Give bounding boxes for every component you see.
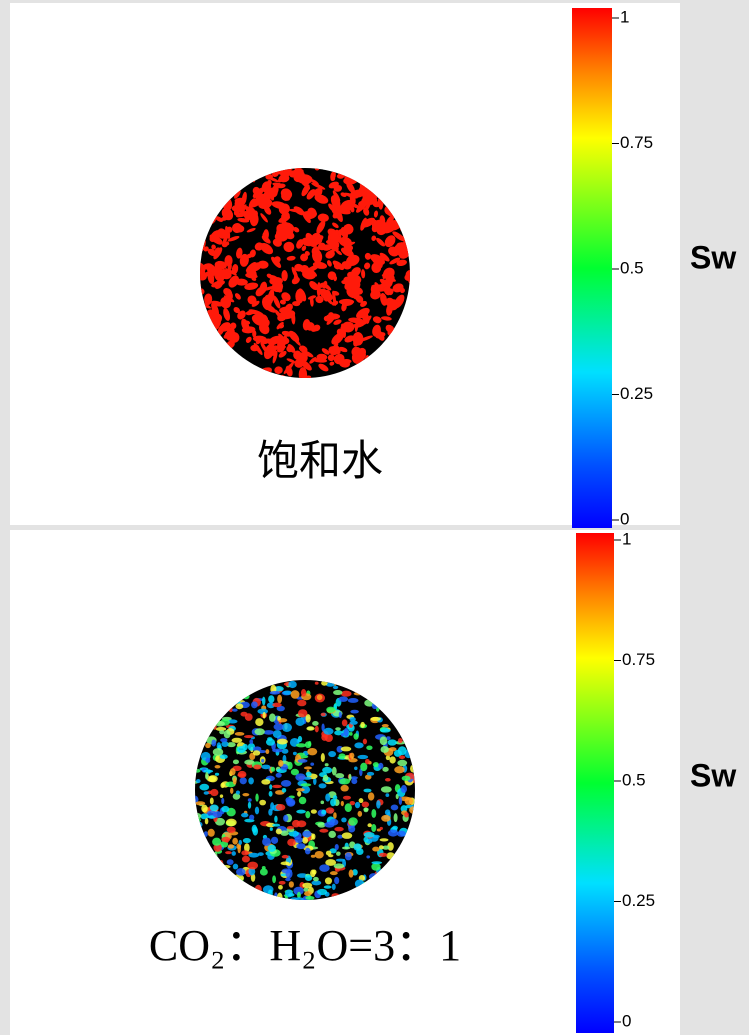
tick-label: 0.5: [620, 258, 644, 277]
tick-label: 1: [622, 529, 631, 548]
tick-label: 0: [620, 509, 629, 528]
panel-label: 饱和水: [257, 436, 383, 485]
panel-label: CO₂：H₂O=3：1: [149, 921, 461, 970]
tick-label: 0.75: [620, 133, 653, 152]
tick-label: 0.75: [622, 650, 655, 669]
colorbar: [572, 8, 612, 528]
colorbar-label: Sw: [690, 757, 736, 793]
colorbar: [576, 533, 614, 1033]
tick-label: 0.25: [622, 891, 655, 910]
tick-label: 0.5: [622, 770, 646, 789]
tick-label: 1: [620, 7, 629, 26]
tick-label: 0: [622, 1011, 631, 1030]
tick-label: 0.25: [620, 384, 653, 403]
colorbar-label: Sw: [690, 239, 736, 275]
